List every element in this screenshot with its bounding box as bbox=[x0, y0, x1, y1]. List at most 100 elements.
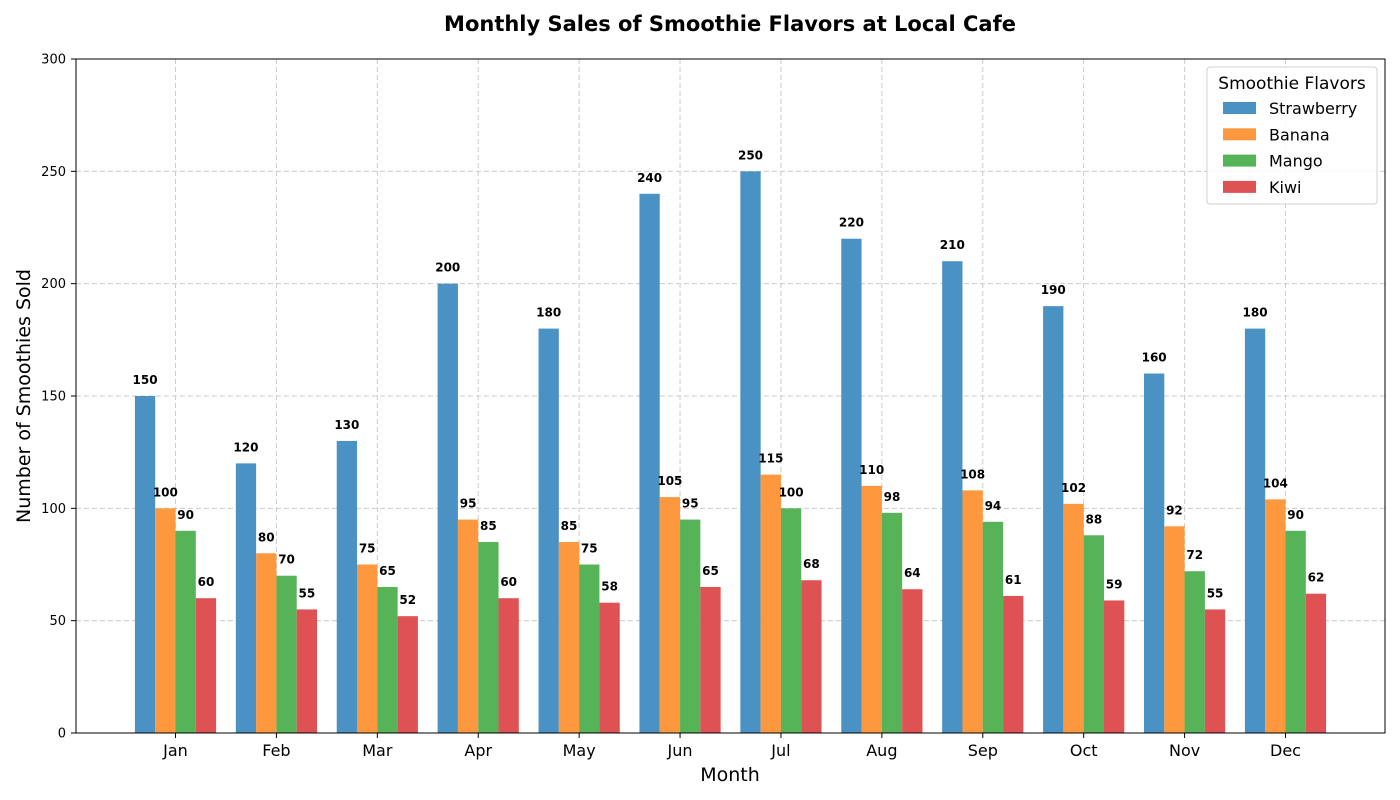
bar-mango-jun bbox=[680, 519, 701, 733]
y-tick-label: 250 bbox=[41, 165, 66, 180]
data-labels: 150 120 130 200 180 240 250 220 210 190 160 180 100 8… bbox=[133, 148, 1325, 607]
y-tick-label: 150 bbox=[41, 390, 66, 405]
legend: Smoothie Flavors Strawberry Banana Mango Ki… bbox=[1206, 66, 1378, 205]
x-tick-label: Jan bbox=[162, 741, 188, 760]
bar-kiwi-jul bbox=[801, 580, 822, 733]
data-label: 120 bbox=[233, 440, 258, 454]
y-axis-label: Number of Smoothies Sold bbox=[13, 269, 35, 523]
data-label: 68 bbox=[803, 557, 820, 571]
bar-kiwi-oct bbox=[1103, 600, 1125, 733]
legend-label-mango: Mango bbox=[1269, 152, 1323, 171]
bar-kiwi-aug bbox=[902, 589, 923, 733]
data-label: 55 bbox=[299, 586, 316, 600]
data-label: 85 bbox=[561, 519, 578, 533]
bar-banana-jul bbox=[760, 474, 781, 733]
bar-mango-mar bbox=[377, 586, 398, 733]
data-label: 98 bbox=[884, 490, 901, 504]
bar-strawberry-sep bbox=[942, 261, 963, 733]
data-label: 70 bbox=[278, 553, 295, 567]
y-axis-ticks: 0 50 100 150 200 250 300 bbox=[41, 53, 76, 742]
bar-banana-feb bbox=[256, 553, 277, 733]
bar-banana-aug bbox=[861, 485, 882, 733]
bar-strawberry-jan bbox=[134, 396, 156, 733]
bar-banana-jan bbox=[155, 508, 176, 733]
bar-banana-oct bbox=[1063, 503, 1084, 733]
x-axis-label: Month bbox=[700, 764, 760, 786]
data-label: 80 bbox=[258, 530, 275, 544]
y-tick-label: 300 bbox=[41, 53, 66, 68]
x-axis-ticks: Jan Feb Mar Apr May Jun Jul Aug Sep Oct Nov Dec bbox=[162, 733, 1301, 760]
data-label: 90 bbox=[1287, 508, 1304, 522]
data-label: 100 bbox=[153, 485, 178, 499]
data-label: 65 bbox=[379, 564, 396, 578]
bar-strawberry-aug bbox=[841, 238, 862, 733]
bar-mango-nov bbox=[1184, 571, 1205, 733]
legend-items: Strawberry Banana Mango Kiwi bbox=[1223, 99, 1357, 197]
data-label: 52 bbox=[399, 593, 416, 607]
bar-strawberry-mar bbox=[336, 440, 358, 733]
data-label: 61 bbox=[1005, 573, 1022, 587]
x-tick-label: Dec bbox=[1270, 741, 1301, 760]
bar-banana-may bbox=[558, 542, 580, 733]
bar-mango-sep bbox=[982, 521, 1004, 733]
bar-strawberry-may bbox=[538, 328, 559, 733]
data-label: 64 bbox=[904, 566, 921, 580]
bar-kiwi-sep bbox=[1003, 595, 1024, 733]
legend-swatch-kiwi bbox=[1223, 180, 1256, 193]
data-label: 62 bbox=[1308, 571, 1325, 585]
x-tick-label: Oct bbox=[1070, 741, 1098, 760]
data-label: 60 bbox=[198, 575, 215, 589]
data-label: 72 bbox=[1186, 548, 1203, 562]
bar-mango-dec bbox=[1285, 530, 1306, 733]
bar-kiwi-apr bbox=[498, 598, 519, 733]
bar-mango-oct bbox=[1083, 535, 1104, 733]
data-label: 180 bbox=[1243, 306, 1268, 320]
data-label: 130 bbox=[334, 418, 359, 432]
data-label: 55 bbox=[1207, 586, 1224, 600]
data-label: 95 bbox=[682, 497, 699, 511]
y-tick-label: 100 bbox=[41, 502, 66, 517]
x-tick-label: May bbox=[563, 741, 596, 760]
bar-mango-apr bbox=[478, 542, 499, 733]
bar-strawberry-jul bbox=[740, 171, 761, 734]
data-label: 65 bbox=[702, 564, 719, 578]
x-tick-label: Mar bbox=[362, 741, 393, 760]
data-label: 180 bbox=[536, 306, 561, 320]
bar-kiwi-jun bbox=[700, 586, 721, 733]
bar-strawberry-oct bbox=[1043, 306, 1064, 733]
data-label: 250 bbox=[738, 148, 763, 162]
legend-box bbox=[1206, 66, 1378, 205]
bar-mango-may bbox=[579, 564, 600, 733]
data-label: 95 bbox=[460, 497, 477, 511]
data-label: 115 bbox=[758, 452, 783, 466]
bar-banana-dec bbox=[1265, 499, 1286, 733]
bar-kiwi-feb bbox=[296, 609, 318, 733]
data-label: 110 bbox=[859, 463, 884, 477]
data-label: 240 bbox=[637, 171, 662, 185]
legend-swatch-banana bbox=[1223, 128, 1256, 141]
data-label: 160 bbox=[1142, 351, 1167, 365]
data-label: 102 bbox=[1061, 481, 1086, 495]
y-tick-label: 200 bbox=[41, 277, 66, 292]
bar-kiwi-mar bbox=[397, 616, 418, 733]
data-label: 92 bbox=[1166, 503, 1183, 517]
y-tick-label: 50 bbox=[49, 614, 66, 629]
data-label: 75 bbox=[359, 542, 376, 556]
x-tick-label: Nov bbox=[1169, 741, 1200, 760]
x-tick-label: Sep bbox=[968, 741, 998, 760]
bar-mango-aug bbox=[881, 512, 903, 733]
bar-strawberry-dec bbox=[1244, 328, 1266, 733]
bar-kiwi-may bbox=[599, 602, 620, 733]
data-label: 150 bbox=[133, 373, 158, 387]
x-tick-label: Jul bbox=[770, 741, 790, 760]
bar-kiwi-jan bbox=[195, 598, 217, 733]
data-label: 94 bbox=[985, 499, 1002, 513]
bar-banana-jun bbox=[659, 497, 681, 733]
data-label: 58 bbox=[601, 580, 618, 594]
data-label: 75 bbox=[581, 542, 598, 556]
legend-swatch-strawberry bbox=[1223, 102, 1256, 114]
data-label: 60 bbox=[500, 575, 517, 589]
bar-mango-feb bbox=[276, 575, 297, 733]
bar-strawberry-apr bbox=[437, 283, 458, 733]
